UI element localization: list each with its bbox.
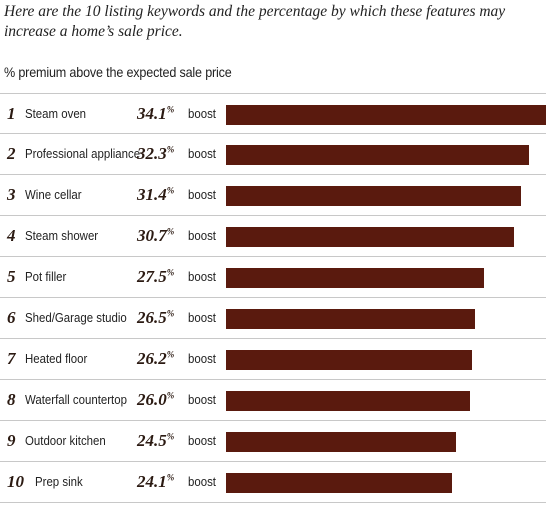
percent-sign: %	[166, 390, 175, 401]
boost-label: boost	[188, 106, 216, 121]
chart-row: 3 Wine cellar 31.4% boost	[0, 175, 546, 216]
boost-label: boost	[188, 228, 216, 243]
value-label: 26.5%	[137, 308, 174, 328]
chart-row: 2 Professional appliance 32.3% boost	[0, 134, 546, 175]
value-label: 30.7%	[137, 226, 174, 246]
chart-row: 5 Pot filler 27.5% boost	[0, 257, 546, 298]
chart-row: 8 Waterfall countertop 26.0% boost	[0, 380, 546, 421]
chart-row: 9 Outdoor kitchen 24.5% boost	[0, 421, 546, 462]
chart-row: 10 Prep sink 24.1% boost	[0, 462, 546, 503]
value-number: 24.5	[137, 431, 167, 450]
rank-label: 2	[7, 144, 16, 163]
bar	[226, 350, 472, 370]
value-label: 26.0%	[137, 390, 174, 410]
category-label: Steam oven	[25, 106, 87, 121]
percent-sign: %	[166, 349, 175, 360]
rank-label: 9	[7, 431, 16, 450]
category-label: Steam shower	[25, 228, 99, 243]
chart-intro-text: Here are the 10 listing keywords and the…	[4, 3, 506, 40]
bar	[226, 268, 484, 288]
rank-label: 5	[7, 267, 16, 286]
rank-label: 10	[7, 472, 24, 491]
bar	[226, 105, 546, 125]
value-label: 26.2%	[137, 349, 174, 369]
chart-row: 6 Shed/Garage studio 26.5% boost	[0, 298, 546, 339]
value-label: 24.5%	[137, 431, 174, 451]
bar	[226, 432, 456, 452]
value-number: 32.3	[137, 144, 167, 163]
percent-sign: %	[166, 144, 175, 155]
percent-sign: %	[166, 185, 175, 196]
chart-row: 1 Steam oven 34.1% boost	[0, 93, 546, 134]
value-number: 31.4	[137, 185, 167, 204]
boost-label: boost	[188, 187, 216, 202]
category-label: Professional appliance	[25, 146, 141, 161]
value-number: 30.7	[137, 226, 167, 245]
percent-sign: %	[166, 308, 175, 319]
bar	[226, 473, 452, 493]
rank-label: 8	[7, 390, 16, 409]
value-number: 26.5	[137, 308, 167, 327]
chart-subtitle: % premium above the expected sale price	[4, 64, 232, 80]
value-label: 32.3%	[137, 144, 174, 164]
rank-label: 3	[7, 185, 16, 204]
bar	[226, 391, 470, 411]
percent-sign: %	[166, 267, 175, 278]
percent-sign: %	[166, 226, 175, 237]
bar-chart: 1 Steam oven 34.1% boost 2 Professional appli…	[0, 93, 546, 503]
category-label: Prep sink	[35, 474, 83, 489]
chart-row: 7 Heated floor 26.2% boost	[0, 339, 546, 380]
percent-sign: %	[166, 472, 175, 483]
category-label: Outdoor kitchen	[25, 433, 106, 448]
value-label: 24.1%	[137, 472, 174, 492]
boost-label: boost	[188, 146, 216, 161]
rank-label: 6	[7, 308, 16, 327]
boost-label: boost	[188, 392, 216, 407]
percent-sign: %	[166, 104, 175, 115]
percent-sign: %	[166, 431, 175, 442]
value-number: 34.1	[137, 104, 167, 123]
category-label: Heated floor	[25, 351, 88, 366]
value-number: 24.1	[137, 472, 167, 491]
chart-row: 4 Steam shower 30.7% boost	[0, 216, 546, 257]
category-label: Shed/Garage studio	[25, 310, 127, 325]
value-number: 27.5	[137, 267, 167, 286]
rank-label: 4	[7, 226, 16, 245]
boost-label: boost	[188, 433, 216, 448]
boost-label: boost	[188, 351, 216, 366]
bar	[226, 227, 514, 247]
bar	[226, 309, 475, 329]
boost-label: boost	[188, 310, 216, 325]
value-label: 27.5%	[137, 267, 174, 287]
category-label: Pot filler	[25, 269, 67, 284]
value-number: 26.0	[137, 390, 167, 409]
rank-label: 7	[7, 349, 16, 368]
boost-label: boost	[188, 474, 216, 489]
value-label: 31.4%	[137, 185, 174, 205]
boost-label: boost	[188, 269, 216, 284]
bar	[226, 186, 521, 206]
category-label: Waterfall countertop	[25, 392, 127, 407]
rank-label: 1	[7, 104, 16, 123]
value-number: 26.2	[137, 349, 167, 368]
bar	[226, 145, 529, 165]
value-label: 34.1%	[137, 104, 174, 124]
category-label: Wine cellar	[25, 187, 82, 202]
